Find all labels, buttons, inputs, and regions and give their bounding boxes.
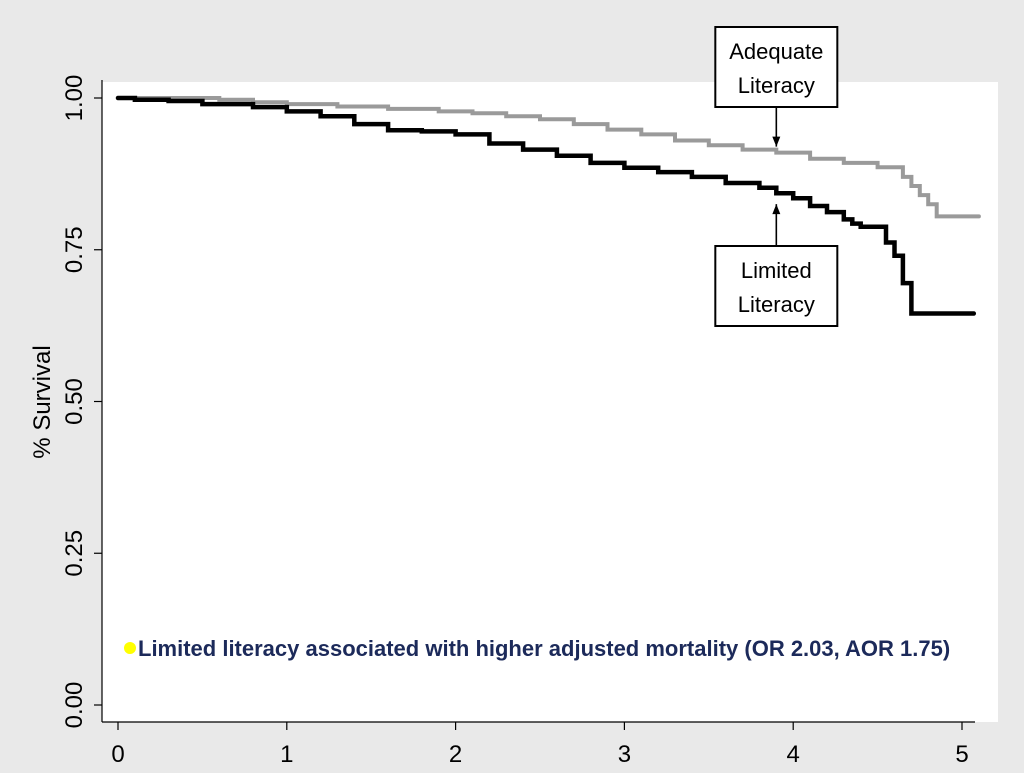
- annotation-box-limited: [714, 245, 839, 327]
- annotation-box-adequate: [714, 26, 839, 108]
- x-tick-label: 3: [618, 741, 631, 768]
- annotation-label-limited: Literacy: [738, 292, 815, 317]
- annotation-arrowhead-limited: [772, 204, 781, 215]
- x-tick-label: 0: [111, 741, 124, 768]
- annotation-label-adequate: Adequate: [729, 39, 823, 64]
- finding-note-text: Limited literacy associated with higher …: [138, 636, 951, 661]
- y-tick-label: 0.50: [61, 378, 88, 425]
- x-tick-label: 2: [449, 741, 462, 768]
- annotation-label-adequate: Literacy: [738, 73, 815, 98]
- series-line-limited: [115, 95, 977, 316]
- finding-note: Limited literacy associated with higher …: [124, 634, 984, 664]
- x-tick-label: 1: [280, 741, 293, 768]
- y-tick-label: 0.25: [61, 530, 88, 577]
- y-axis-label: % Survival: [29, 345, 56, 458]
- y-tick-label: 0.75: [61, 226, 88, 273]
- y-tick-label: 1.00: [61, 75, 88, 122]
- plot-area: [102, 82, 998, 722]
- annotation-label-limited: Limited: [741, 258, 812, 283]
- series-line-adequate: [116, 96, 981, 219]
- x-tick-label: 4: [787, 741, 800, 768]
- y-tick-label: 0.00: [61, 682, 88, 729]
- bullet-icon: [124, 642, 136, 654]
- annotation-arrowhead-adequate: [772, 136, 781, 147]
- x-tick-label: 5: [955, 741, 968, 768]
